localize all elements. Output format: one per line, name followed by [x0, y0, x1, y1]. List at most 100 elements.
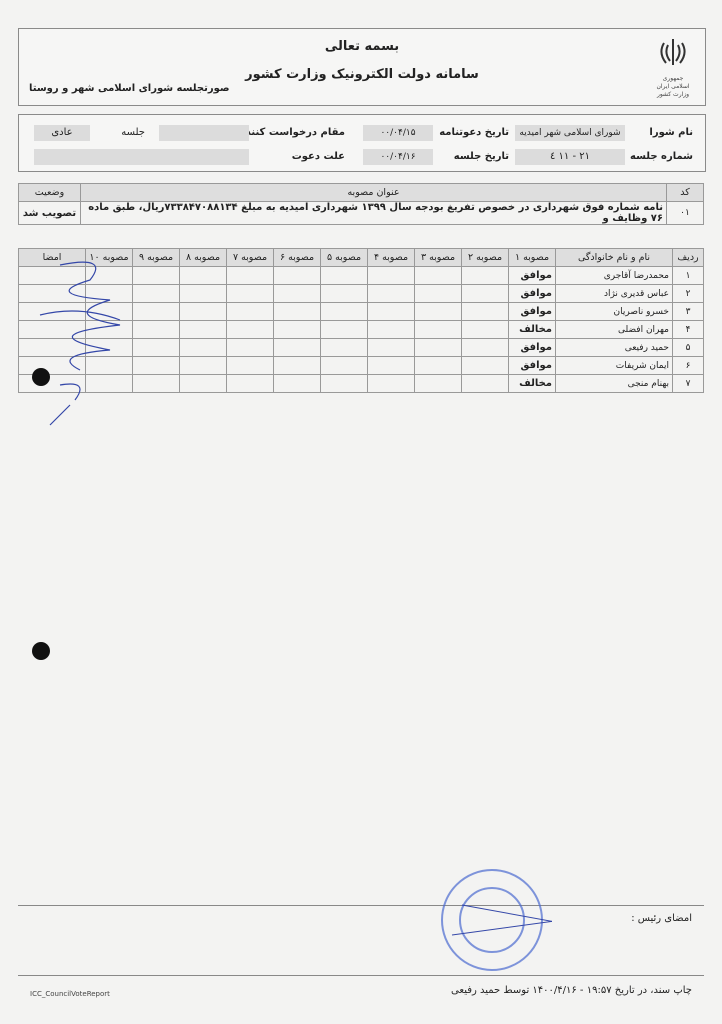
- member-index: ۴: [672, 320, 704, 339]
- vote-cell: [461, 374, 509, 393]
- vote-cell: [179, 356, 227, 375]
- member-name: ایمان شریفات: [555, 356, 673, 375]
- vote-cell: [179, 320, 227, 339]
- vote-1: موافق: [508, 302, 556, 321]
- vote-cell: [132, 356, 180, 375]
- chair-signature-label: امضای رئیس :: [631, 913, 692, 924]
- vote-cell: [367, 374, 415, 393]
- vote-cell: [273, 338, 321, 357]
- col-header: مصوبه ۹: [132, 248, 180, 267]
- reason-label: علت دعوت: [291, 151, 345, 162]
- vote-cell: [132, 374, 180, 393]
- col-status: وضعیت: [18, 183, 81, 202]
- session-type-label: جلسه: [121, 127, 145, 138]
- vote-cell: [414, 320, 462, 339]
- vote-1: مخالف: [508, 374, 556, 393]
- vote-cell: [414, 284, 462, 303]
- vote-cell: [414, 338, 462, 357]
- resolution-title: نامه شماره فوق شهرداری در خصوص تفریغ بود…: [80, 201, 667, 225]
- member-index: ۲: [672, 284, 704, 303]
- emblem-caption: جمهوری اسلامی ایران وزارت کشور: [656, 75, 690, 98]
- iran-emblem: جمهوری اسلامی ایران وزارت کشور: [653, 37, 693, 99]
- vote-cell: [226, 284, 274, 303]
- header-system-title: سامانه دولت الکترونیک وزارت کشور: [245, 67, 479, 82]
- vote-cell: [461, 356, 509, 375]
- session-date: ۰۰/۰۴/۱۶: [363, 149, 433, 165]
- vote-cell: [226, 338, 274, 357]
- member-name: خسرو ناصریان: [555, 302, 673, 321]
- col-header: مصوبه ۷: [226, 248, 274, 267]
- council-name: شورای اسلامی شهر امیدیه: [515, 125, 625, 141]
- vote-cell: [461, 284, 509, 303]
- vote-cell: [320, 266, 368, 285]
- member-name: بهنام منجی: [555, 374, 673, 393]
- vote-1: موافق: [508, 356, 556, 375]
- col-header: مصوبه ۸: [179, 248, 227, 267]
- table-row: ۱ محمدرضا آقاجری موافق: [18, 266, 704, 285]
- vote-cell: [273, 302, 321, 321]
- member-name: حمید رفیعی: [555, 338, 673, 357]
- punch-hole: [32, 368, 50, 386]
- vote-cell: [132, 320, 180, 339]
- vote-cell: [226, 374, 274, 393]
- vote-cell: [367, 320, 415, 339]
- vote-cell: [320, 302, 368, 321]
- vote-cell: [132, 302, 180, 321]
- council-stamp: [441, 869, 552, 971]
- vote-cell: [179, 338, 227, 357]
- vote-cell: [179, 374, 227, 393]
- vote-cell: [273, 320, 321, 339]
- divider: [18, 975, 704, 976]
- resolutions-table: کد عنوان مصوبه وضعیت ۰۱ نامه شماره فوق ش…: [18, 183, 704, 225]
- vote-cell: [132, 284, 180, 303]
- col-code: کد: [666, 183, 704, 202]
- vote-cell: [367, 338, 415, 357]
- vote-cell: [414, 302, 462, 321]
- vote-cell: [367, 302, 415, 321]
- col-header: مصوبه ۱: [508, 248, 556, 267]
- vote-cell: [273, 284, 321, 303]
- resolution-code: ۰۱: [666, 201, 704, 225]
- vote-cell: [179, 266, 227, 285]
- col-header: مصوبه ۲: [461, 248, 509, 267]
- vote-cell: [226, 266, 274, 285]
- vote-cell: [414, 266, 462, 285]
- vote-cell: [320, 320, 368, 339]
- member-index: ۶: [672, 356, 704, 375]
- member-index: ۱: [672, 266, 704, 285]
- member-index: ۷: [672, 374, 704, 393]
- vote-cell: [461, 320, 509, 339]
- table-row: ۲ عباس قدیری نژاد موافق: [18, 284, 704, 303]
- vote-cell: [367, 284, 415, 303]
- vote-cell: [226, 302, 274, 321]
- requester: [159, 125, 249, 141]
- vote-cell: [461, 302, 509, 321]
- col-header: نام و نام خانوادگی: [555, 248, 673, 267]
- vote-1: موافق: [508, 266, 556, 285]
- member-name: عباس قدیری نژاد: [555, 284, 673, 303]
- vote-1: مخالف: [508, 320, 556, 339]
- session-info: نام شورا شورای اسلامی شهر امیدیه تاریخ د…: [18, 114, 706, 172]
- vote-cell: [179, 302, 227, 321]
- session-date-label: تاریخ جلسه: [453, 151, 509, 162]
- col-header: ردیف: [672, 248, 704, 267]
- member-name: محمدرضا آقاجری: [555, 266, 673, 285]
- vote-cell: [367, 356, 415, 375]
- vote-cell: [461, 338, 509, 357]
- resolution-status: تصویب شد: [18, 201, 81, 225]
- vote-cell: [414, 356, 462, 375]
- header-subtitle: صورتجلسه شورای اسلامی شهر و روستا: [29, 83, 230, 94]
- member-signatures: [39, 261, 121, 426]
- divider: [18, 905, 704, 906]
- col-header: امضا: [18, 248, 86, 267]
- vote-1: موافق: [508, 338, 556, 357]
- vote-cell: [226, 320, 274, 339]
- session-no: ۲۱ - ۱۱ ٤: [515, 149, 625, 165]
- vote-cell: [85, 374, 133, 393]
- col-title: عنوان مصوبه: [80, 183, 667, 202]
- punch-hole: [32, 642, 50, 660]
- member-index: ۵: [672, 338, 704, 357]
- vote-cell: [414, 374, 462, 393]
- vote-cell: [320, 284, 368, 303]
- vote-cell: [273, 374, 321, 393]
